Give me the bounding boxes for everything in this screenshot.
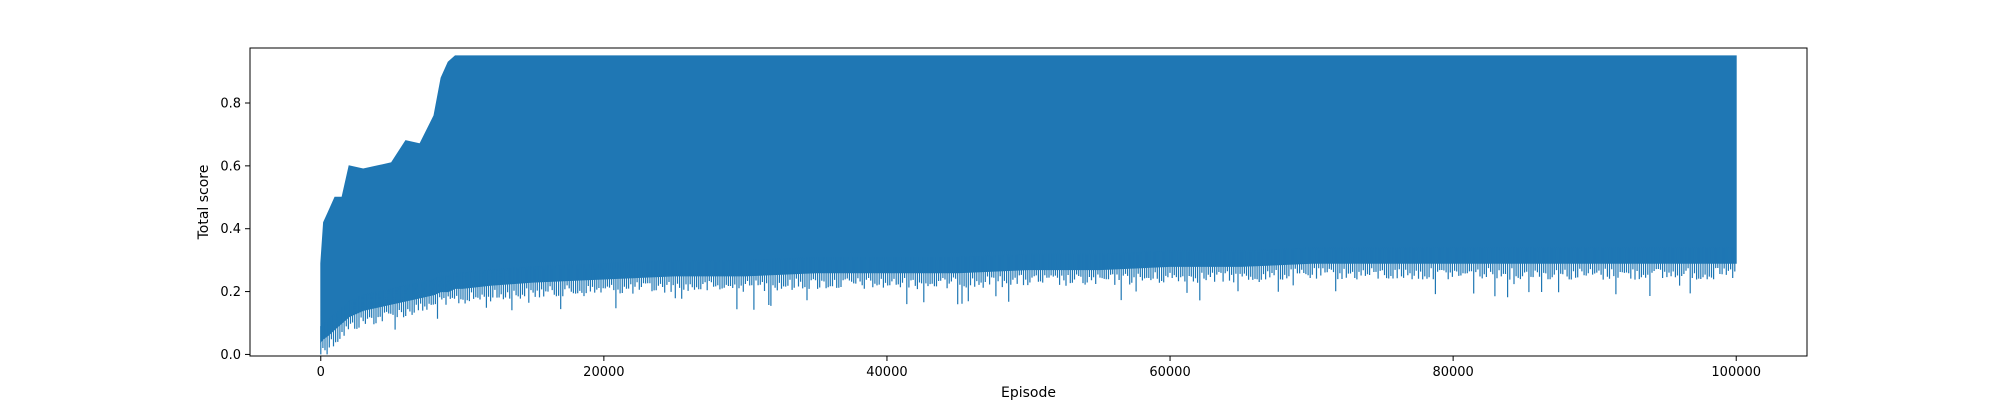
x-tick-label: 0 bbox=[317, 365, 325, 380]
score-series-spikes bbox=[320, 247, 1736, 355]
score-spikes bbox=[320, 247, 1736, 355]
x-tick-label: 60000 bbox=[1149, 365, 1190, 380]
y-axis-label: Total score bbox=[196, 165, 212, 241]
y-tick-label: 0.6 bbox=[220, 159, 241, 174]
x-tick-label: 100000 bbox=[1711, 365, 1761, 380]
score-series-band bbox=[320, 55, 1737, 344]
x-axis: 0 20000 40000 60000 80000 100000 bbox=[317, 356, 1761, 380]
x-tick-label: 80000 bbox=[1432, 365, 1473, 380]
x-tick-label: 40000 bbox=[866, 365, 907, 380]
y-tick-label: 0.2 bbox=[220, 285, 241, 300]
score-band bbox=[320, 55, 1737, 344]
y-tick-label: 0.8 bbox=[220, 97, 241, 112]
y-tick-label: 0.0 bbox=[220, 348, 241, 363]
y-axis: 0.0 0.2 0.4 0.6 0.8 bbox=[220, 97, 250, 363]
x-axis-label: Episode bbox=[1001, 385, 1056, 400]
y-tick-label: 0.4 bbox=[220, 222, 241, 237]
plot-frame bbox=[249, 47, 1808, 357]
x-tick-label: 20000 bbox=[583, 365, 624, 380]
